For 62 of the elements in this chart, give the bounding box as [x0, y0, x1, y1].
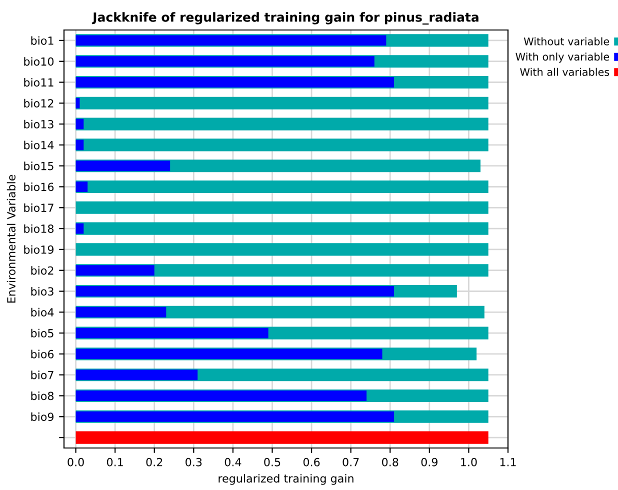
bar: [76, 243, 488, 256]
y-tick-label: bio14: [24, 140, 54, 150]
x-tick-label: 0.9: [421, 458, 438, 466]
bar: [76, 411, 394, 422]
x-tick-label: 0.6: [303, 458, 320, 466]
x-tick-label: 0.8: [382, 458, 398, 466]
bar: [76, 138, 488, 152]
y-tick-label: bio13: [24, 120, 54, 128]
y-tick-label: bio12: [24, 98, 54, 108]
y-tick-label: bio5: [31, 328, 54, 338]
bar: [76, 118, 84, 130]
bar: [76, 35, 386, 46]
x-tick-label: 0.4: [224, 458, 242, 466]
bar: [76, 370, 198, 380]
bar: [76, 222, 488, 235]
bar: [76, 348, 382, 360]
x-tick-label: 0.2: [146, 458, 162, 466]
y-tick-label: bio8: [31, 392, 54, 400]
y-axis-title: Environmental Variable: [6, 174, 16, 303]
y-tick-label: bio6: [31, 350, 54, 358]
y-tick-label: bio19: [24, 245, 54, 254]
bar: [76, 96, 488, 110]
y-tick-label: bio18: [24, 224, 54, 233]
x-tick-label: 0.0: [68, 458, 84, 466]
bar: [76, 265, 154, 276]
bar: [76, 160, 170, 172]
bar: [76, 201, 488, 214]
bar: [76, 140, 84, 150]
bar: [76, 98, 80, 108]
legend-label: With only variable: [516, 52, 610, 63]
bar: [76, 180, 488, 194]
y-tick-label: bio4: [31, 308, 54, 317]
x-tick-label: 1.1: [500, 458, 516, 466]
bar: [76, 286, 394, 296]
legend-label: With all variables: [520, 68, 610, 76]
y-tick-label: bio17: [24, 203, 54, 212]
y-tick-label: bio9: [31, 412, 54, 422]
bar: [76, 390, 367, 401]
bar: [76, 118, 488, 130]
x-tick-label: 0.3: [186, 458, 202, 466]
legend-label: Without variable: [524, 37, 610, 46]
y-tick-label: bio10: [24, 57, 54, 66]
bar: [76, 223, 84, 234]
chart-title: Jackknife of regularized training gain for pinus_radiata: [92, 12, 478, 25]
x-tick-label: 1.0: [461, 458, 477, 466]
y-tick-label: bio3: [31, 287, 54, 296]
y-tick-label: bio2: [31, 266, 54, 275]
y-tick-label: bio1: [31, 36, 54, 45]
bar: [76, 306, 166, 318]
bar: [76, 431, 488, 444]
bar: [76, 56, 374, 67]
x-tick-label: 0.5: [264, 458, 280, 466]
bar: [76, 328, 268, 338]
y-tick-label: bio15: [24, 162, 54, 170]
bar: [76, 182, 88, 192]
x-axis-title: regularized training gain: [218, 474, 354, 485]
y-tick-label: bio7: [31, 370, 54, 380]
y-tick-label: bio16: [24, 182, 54, 192]
y-tick-label: bio11: [24, 78, 54, 87]
x-tick-label: 0.1: [106, 458, 123, 466]
x-tick-label: 0.7: [342, 458, 359, 466]
bar: [76, 77, 394, 88]
